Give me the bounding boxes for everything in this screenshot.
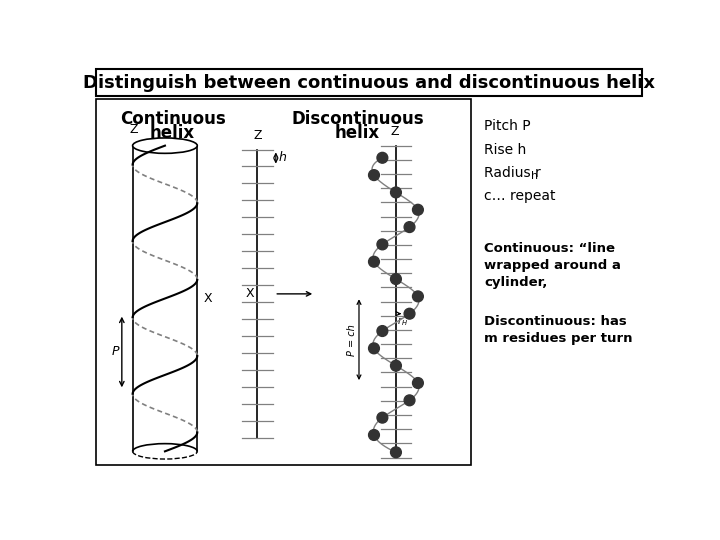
Circle shape [369,256,379,267]
Text: helix: helix [150,124,195,141]
Text: Discontinuous: has
m residues per turn: Discontinuous: has m residues per turn [485,315,633,345]
Text: Continuous: Continuous [120,110,225,127]
Circle shape [404,395,415,406]
Circle shape [404,222,415,232]
Circle shape [377,326,388,336]
Text: Discontinuous: Discontinuous [291,110,424,127]
Circle shape [413,204,423,215]
Ellipse shape [132,138,197,153]
Circle shape [369,343,379,354]
Text: Distinguish between continuous and discontinuous helix: Distinguish between continuous and disco… [83,73,655,91]
Bar [96,99,471,465]
Text: Z: Z [390,125,399,138]
Circle shape [390,447,401,458]
Circle shape [390,360,401,371]
Text: h: h [279,152,287,165]
Text: c… repeat: c… repeat [485,188,556,202]
Text: Rise h: Rise h [485,143,527,157]
Text: X: X [204,292,212,305]
Text: Pitch P: Pitch P [485,119,531,133]
Text: P = ch: P = ch [347,324,356,355]
Circle shape [369,170,379,180]
Circle shape [413,291,423,302]
Text: h: h [531,171,538,181]
Circle shape [377,412,388,423]
Circle shape [390,274,401,285]
Circle shape [377,239,388,250]
Circle shape [413,377,423,388]
Circle shape [369,430,379,440]
Text: P: P [112,346,119,359]
Circle shape [404,308,415,319]
Text: Z: Z [253,129,261,142]
Bar [96,69,642,96]
Text: Radius r: Radius r [485,166,541,180]
Text: helix: helix [335,124,380,141]
Circle shape [390,187,401,198]
Text: $r_H$: $r_H$ [397,315,408,328]
Text: Continuous: “line
wrapped around a
cylinder,: Continuous: “line wrapped around a cylin… [485,242,621,289]
Text: X: X [246,287,254,300]
Circle shape [377,152,388,163]
Text: Z: Z [130,124,138,137]
